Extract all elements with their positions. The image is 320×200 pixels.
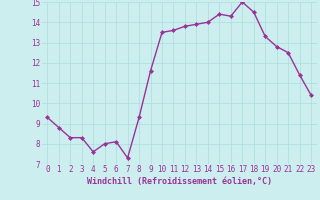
X-axis label: Windchill (Refroidissement éolien,°C): Windchill (Refroidissement éolien,°C) — [87, 177, 272, 186]
